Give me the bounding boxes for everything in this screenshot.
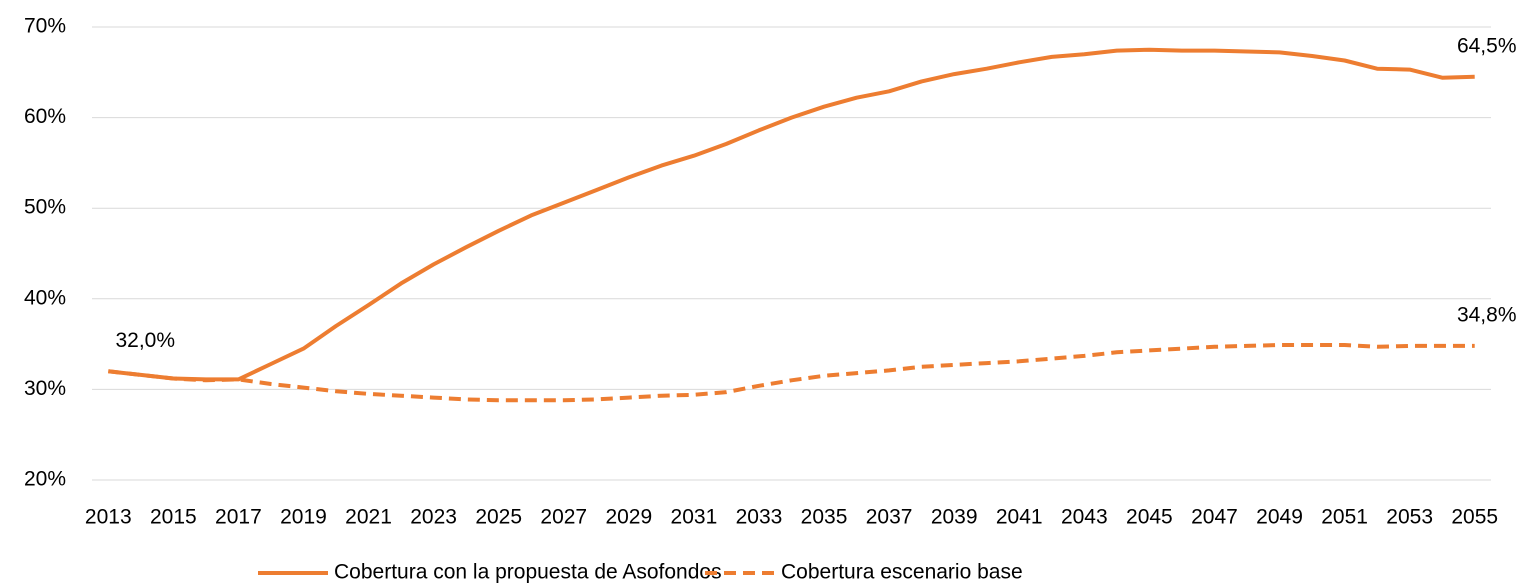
y-tick-label: 70%	[24, 15, 66, 38]
x-tick-label: 2025	[475, 506, 522, 529]
y-tick-label: 60%	[24, 105, 66, 128]
series-line	[108, 47, 1475, 382]
x-tick-label: 2045	[1126, 506, 1173, 529]
data-label: 32,0%	[115, 329, 175, 352]
x-tick-label: 2027	[540, 506, 587, 529]
x-tick-label: 2055	[1451, 506, 1498, 529]
x-tick-label: 2033	[736, 506, 783, 529]
x-tick-label: 2047	[1191, 506, 1238, 529]
x-tick-label: 2053	[1386, 506, 1433, 529]
x-tick-label: 2021	[345, 506, 392, 529]
x-tick-label: 2013	[85, 506, 132, 529]
x-tick-label: 2043	[1061, 506, 1108, 529]
data-label: 64,5%	[1457, 34, 1517, 57]
x-tick-label: 2051	[1321, 506, 1368, 529]
x-tick-label: 2019	[280, 506, 327, 529]
y-tick-label: 20%	[24, 468, 66, 491]
x-tick-label: 2039	[931, 506, 978, 529]
series-line	[108, 343, 1475, 403]
x-tick-label: 2029	[605, 506, 652, 529]
x-tick-label: 2049	[1256, 506, 1303, 529]
x-tick-label: 2017	[215, 506, 262, 529]
data-label: 34,8%	[1457, 303, 1517, 326]
y-tick-label: 50%	[24, 196, 66, 219]
x-tick-label: 2023	[410, 506, 457, 529]
legend-label: Cobertura escenario base	[781, 561, 1023, 584]
x-tick-label: 2035	[801, 506, 848, 529]
y-tick-label: 40%	[24, 286, 66, 309]
x-tick-label: 2041	[996, 506, 1043, 529]
x-tick-label: 2037	[866, 506, 913, 529]
y-tick-label: 30%	[24, 377, 66, 400]
x-tick-label: 2015	[150, 506, 197, 529]
legend-label: Cobertura con la propuesta de Asofondos	[334, 561, 722, 584]
x-tick-label: 2031	[671, 506, 718, 529]
